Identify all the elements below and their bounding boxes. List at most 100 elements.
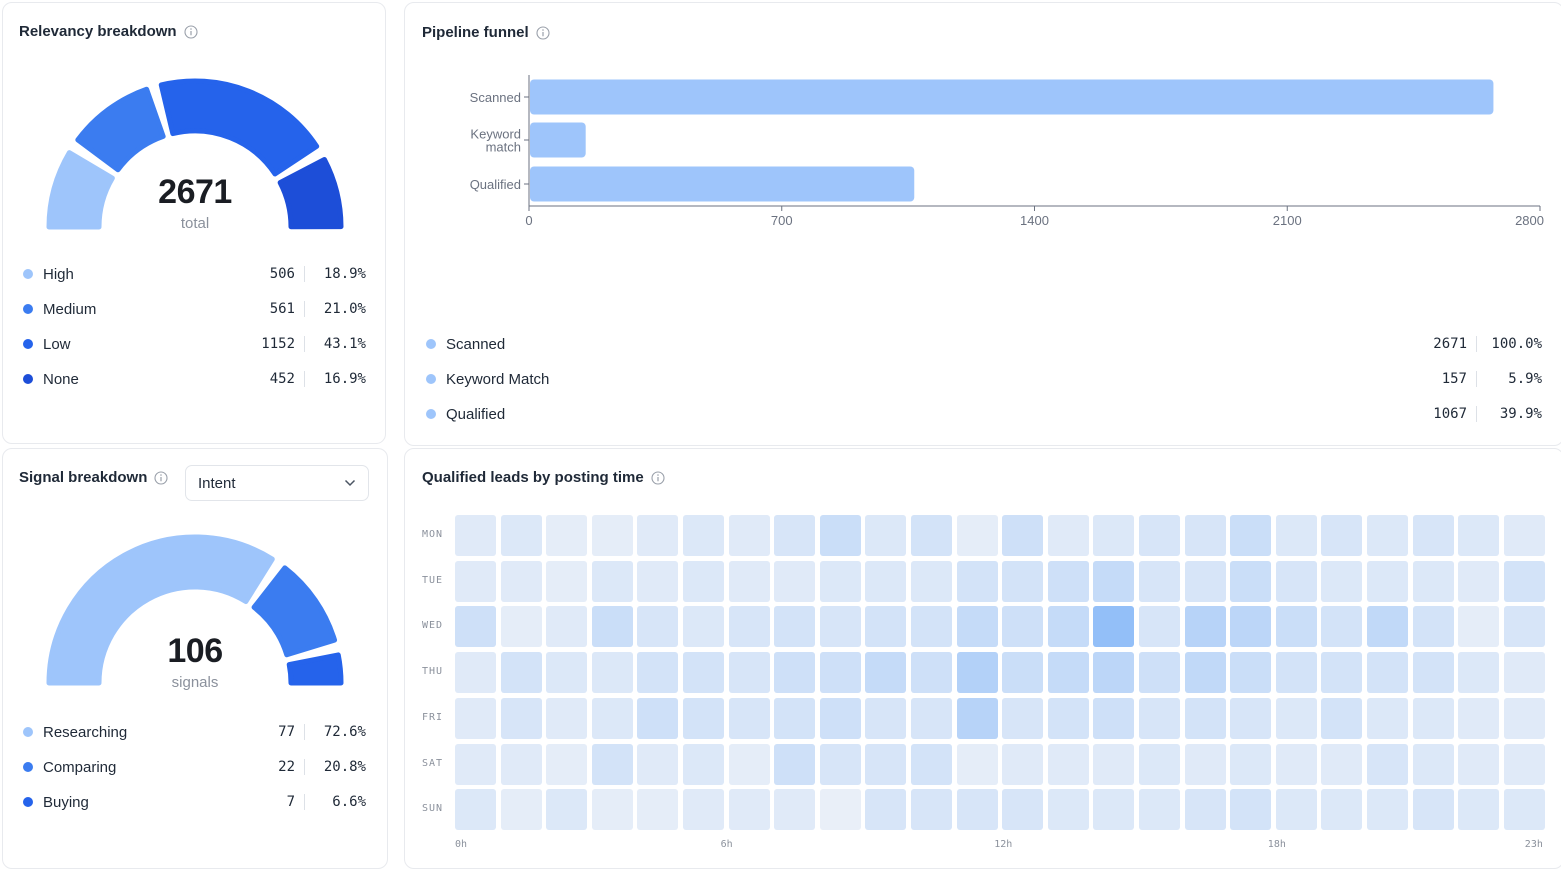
heatmap-cell[interactable] — [591, 789, 633, 831]
heatmap-cell[interactable] — [1230, 515, 1272, 556]
info-icon[interactable] — [154, 470, 168, 485]
heatmap-cell[interactable] — [455, 560, 496, 602]
heatmap-cell[interactable] — [1184, 560, 1226, 602]
heatmap-cell[interactable] — [1230, 652, 1272, 694]
gauge-segment-low[interactable] — [158, 78, 320, 177]
funnel-bar[interactable] — [530, 79, 1494, 115]
heatmap-cell[interactable] — [1503, 515, 1545, 556]
heatmap-cell[interactable] — [546, 652, 588, 694]
heatmap-cell[interactable] — [865, 560, 907, 602]
heatmap-cell[interactable] — [911, 560, 952, 602]
heatmap-cell[interactable] — [1047, 560, 1089, 602]
heatmap-cell[interactable] — [637, 743, 679, 785]
heatmap-cell[interactable] — [1458, 789, 1500, 831]
heatmap-cell[interactable] — [1503, 697, 1545, 739]
heatmap-cell[interactable] — [1458, 697, 1500, 739]
heatmap-cell[interactable] — [1458, 743, 1500, 785]
heatmap-cell[interactable] — [819, 697, 861, 739]
heatmap-cell[interactable] — [728, 789, 770, 831]
funnel-bar[interactable] — [530, 166, 915, 202]
heatmap-cell[interactable] — [1321, 606, 1363, 648]
heatmap-cell[interactable] — [1367, 743, 1408, 785]
heatmap-cell[interactable] — [1093, 697, 1135, 739]
heatmap-cell[interactable] — [1002, 789, 1044, 831]
heatmap-cell[interactable] — [819, 789, 861, 831]
heatmap-cell[interactable] — [1275, 789, 1317, 831]
heatmap-cell[interactable] — [1275, 697, 1317, 739]
heatmap-cell[interactable] — [1275, 515, 1317, 556]
heatmap-cell[interactable] — [865, 743, 907, 785]
heatmap-cell[interactable] — [1002, 560, 1044, 602]
heatmap-cell[interactable] — [819, 652, 861, 694]
heatmap-cell[interactable] — [911, 697, 952, 739]
heatmap-cell[interactable] — [1093, 652, 1135, 694]
heatmap-cell[interactable] — [956, 697, 998, 739]
heatmap-cell[interactable] — [1139, 560, 1180, 602]
heatmap-cell[interactable] — [1139, 789, 1180, 831]
heatmap-cell[interactable] — [865, 515, 907, 556]
heatmap-cell[interactable] — [1275, 743, 1317, 785]
heatmap-cell[interactable] — [1184, 606, 1226, 648]
heatmap-cell[interactable] — [1321, 652, 1363, 694]
heatmap-cell[interactable] — [683, 789, 724, 831]
heatmap-cell[interactable] — [1002, 606, 1044, 648]
heatmap-cell[interactable] — [819, 515, 861, 556]
heatmap-cell[interactable] — [728, 697, 770, 739]
heatmap-cell[interactable] — [865, 789, 907, 831]
heatmap-cell[interactable] — [455, 789, 496, 831]
heatmap-cell[interactable] — [1230, 743, 1272, 785]
heatmap-cell[interactable] — [500, 652, 542, 694]
heatmap-cell[interactable] — [865, 652, 907, 694]
heatmap-cell[interactable] — [591, 652, 633, 694]
heatmap-cell[interactable] — [774, 789, 816, 831]
heatmap-cell[interactable] — [546, 515, 588, 556]
heatmap-cell[interactable] — [1412, 652, 1454, 694]
gauge-segment-medium[interactable] — [75, 86, 166, 173]
heatmap-cell[interactable] — [1184, 789, 1226, 831]
heatmap-cell[interactable] — [546, 743, 588, 785]
gauge-segment-high[interactable] — [46, 150, 115, 230]
heatmap-cell[interactable] — [1367, 515, 1408, 556]
heatmap-cell[interactable] — [683, 652, 724, 694]
heatmap-cell[interactable] — [1503, 789, 1545, 831]
heatmap-cell[interactable] — [1275, 606, 1317, 648]
heatmap-cell[interactable] — [1321, 789, 1363, 831]
heatmap-cell[interactable] — [1412, 560, 1454, 602]
heatmap-cell[interactable] — [956, 606, 998, 648]
heatmap-cell[interactable] — [683, 560, 724, 602]
heatmap-cell[interactable] — [819, 560, 861, 602]
heatmap-cell[interactable] — [1321, 743, 1363, 785]
heatmap-cell[interactable] — [455, 697, 496, 739]
heatmap-cell[interactable] — [1093, 560, 1135, 602]
heatmap-cell[interactable] — [455, 652, 496, 694]
heatmap-cell[interactable] — [956, 652, 998, 694]
heatmap-cell[interactable] — [1093, 789, 1135, 831]
heatmap-cell[interactable] — [1503, 560, 1545, 602]
heatmap-cell[interactable] — [1047, 789, 1089, 831]
heatmap-cell[interactable] — [1412, 515, 1454, 556]
heatmap-cell[interactable] — [591, 560, 633, 602]
heatmap-cell[interactable] — [1139, 606, 1180, 648]
heatmap-cell[interactable] — [865, 697, 907, 739]
heatmap-cell[interactable] — [1412, 789, 1454, 831]
heatmap-cell[interactable] — [546, 606, 588, 648]
heatmap-cell[interactable] — [1047, 515, 1089, 556]
heatmap-cell[interactable] — [774, 697, 816, 739]
heatmap-cell[interactable] — [911, 789, 952, 831]
heatmap-cell[interactable] — [1184, 652, 1226, 694]
heatmap-cell[interactable] — [591, 515, 633, 556]
heatmap-cell[interactable] — [1321, 697, 1363, 739]
heatmap-cell[interactable] — [637, 697, 679, 739]
heatmap-cell[interactable] — [1367, 560, 1408, 602]
heatmap-cell[interactable] — [1002, 697, 1044, 739]
heatmap-cell[interactable] — [1458, 560, 1500, 602]
heatmap-cell[interactable] — [1230, 697, 1272, 739]
gauge-segment-none[interactable] — [277, 156, 344, 230]
heatmap-cell[interactable] — [1047, 743, 1089, 785]
heatmap-cell[interactable] — [1230, 606, 1272, 648]
heatmap-cell[interactable] — [591, 697, 633, 739]
heatmap-cell[interactable] — [500, 789, 542, 831]
heatmap-cell[interactable] — [637, 789, 679, 831]
heatmap-cell[interactable] — [1184, 515, 1226, 556]
heatmap-cell[interactable] — [956, 789, 998, 831]
